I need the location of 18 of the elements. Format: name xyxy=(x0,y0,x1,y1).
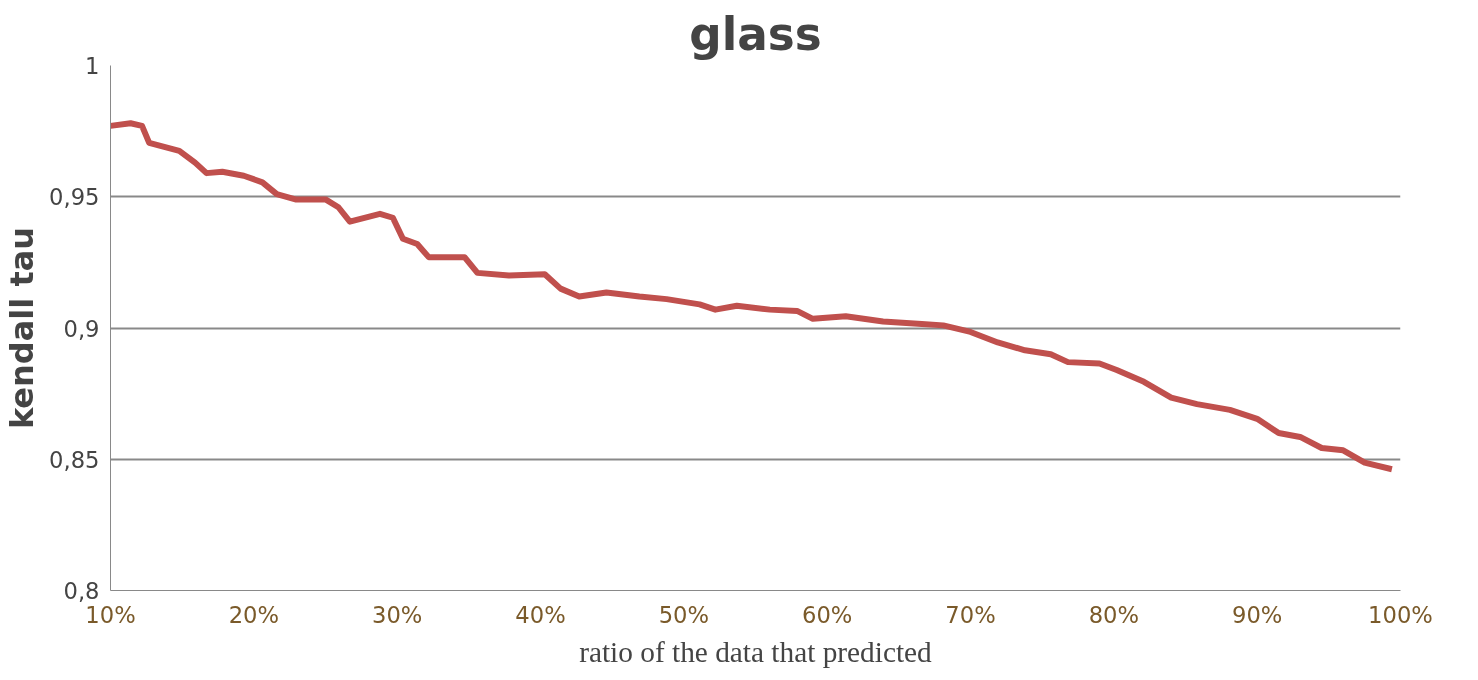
x-tick-label: 30% xyxy=(371,601,423,628)
y-axis-title: kendall tau xyxy=(3,226,42,430)
y-tick-label: 1 xyxy=(85,53,100,79)
x-tick-label: 60% xyxy=(801,601,853,628)
y-tick-label: 0,95 xyxy=(49,184,100,211)
x-axis-title: ratio of the data that predicted xyxy=(579,635,933,668)
y-tick-label: 0,85 xyxy=(49,446,100,473)
chart-title: glass xyxy=(689,7,822,61)
y-tick-label: 0,8 xyxy=(63,578,100,604)
y-tick-label: 0,9 xyxy=(63,315,100,342)
x-tick-label: 70% xyxy=(945,601,996,628)
x-tick-label: 10% xyxy=(85,601,136,628)
x-tick-label: 90% xyxy=(1231,601,1283,628)
x-tick-label: 20% xyxy=(228,601,280,628)
x-tick-label: 40% xyxy=(515,601,566,628)
x-tick-label: 100% xyxy=(1368,601,1433,628)
x-tick-label: 50% xyxy=(658,601,710,628)
x-tick-label: 80% xyxy=(1088,601,1140,628)
